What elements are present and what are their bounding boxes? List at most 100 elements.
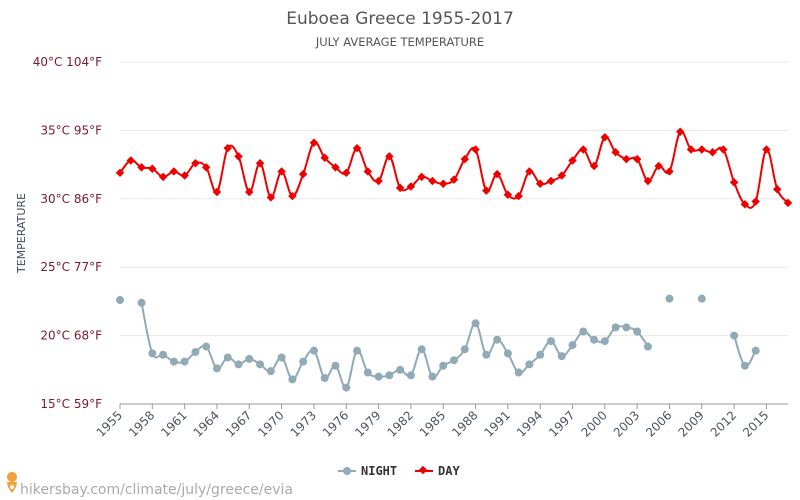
data-point[interactable] <box>115 168 125 178</box>
data-point[interactable] <box>632 154 642 164</box>
data-point[interactable] <box>611 323 620 332</box>
data-point[interactable] <box>450 356 458 365</box>
data-point[interactable] <box>439 361 448 370</box>
data-point[interactable] <box>579 327 588 336</box>
data-point[interactable] <box>352 143 362 153</box>
data-point[interactable] <box>266 193 276 202</box>
data-point[interactable] <box>449 175 459 184</box>
data-point[interactable] <box>772 184 782 194</box>
data-point[interactable] <box>740 361 749 370</box>
data-point[interactable] <box>396 365 405 374</box>
data-point[interactable] <box>622 154 631 164</box>
data-point[interactable] <box>600 132 610 142</box>
data-point[interactable] <box>148 164 157 173</box>
legend-item-night[interactable]: NIGHT <box>338 464 397 478</box>
data-point[interactable] <box>417 172 426 182</box>
data-point[interactable] <box>212 187 222 197</box>
data-point[interactable] <box>255 158 265 168</box>
data-point[interactable] <box>374 372 383 381</box>
data-point[interactable] <box>191 158 200 168</box>
data-point[interactable] <box>309 138 319 147</box>
data-point[interactable] <box>245 187 254 197</box>
data-point[interactable] <box>525 360 534 369</box>
data-point[interactable] <box>298 169 308 179</box>
data-point[interactable] <box>697 294 706 303</box>
data-point[interactable] <box>256 360 265 369</box>
data-point[interactable] <box>600 337 609 346</box>
data-point[interactable] <box>234 360 243 369</box>
data-point[interactable] <box>643 342 652 351</box>
data-point[interactable] <box>353 346 362 355</box>
data-point[interactable] <box>460 154 470 164</box>
data-point[interactable] <box>708 148 717 157</box>
data-point[interactable] <box>374 176 383 186</box>
data-point[interactable] <box>363 167 373 176</box>
data-point[interactable] <box>169 357 178 366</box>
data-point[interactable] <box>590 335 599 344</box>
data-point[interactable] <box>342 383 351 392</box>
data-point[interactable] <box>665 167 674 176</box>
data-point[interactable] <box>697 145 707 154</box>
data-point[interactable] <box>116 296 124 305</box>
data-point[interactable] <box>503 349 512 358</box>
data-point[interactable] <box>169 167 179 176</box>
data-point[interactable] <box>234 152 243 161</box>
legend-item-day[interactable]: DAY <box>415 464 460 478</box>
data-point[interactable] <box>438 179 448 188</box>
data-point[interactable] <box>245 354 254 363</box>
data-point[interactable] <box>622 323 631 332</box>
data-point[interactable] <box>277 167 286 176</box>
source-link[interactable]: hikersbay.com/climate/july/greece/evia <box>7 472 293 498</box>
data-point[interactable] <box>406 371 415 380</box>
data-point[interactable] <box>277 353 286 362</box>
data-point[interactable] <box>288 191 297 201</box>
data-point[interactable] <box>730 331 739 340</box>
data-point[interactable] <box>309 346 318 355</box>
data-point[interactable] <box>148 349 157 358</box>
data-point[interactable] <box>137 163 146 172</box>
data-point[interactable] <box>460 345 469 354</box>
data-point[interactable] <box>158 172 168 182</box>
data-point[interactable] <box>320 374 329 383</box>
data-point[interactable] <box>180 171 189 180</box>
data-point[interactable] <box>428 372 437 381</box>
data-point[interactable] <box>180 357 189 366</box>
data-point[interactable] <box>137 298 146 307</box>
data-point[interactable] <box>363 368 372 377</box>
data-point[interactable] <box>557 352 566 361</box>
data-point[interactable] <box>568 341 577 350</box>
data-point[interactable] <box>126 156 136 165</box>
data-point[interactable] <box>665 294 674 303</box>
data-point[interactable] <box>191 348 200 357</box>
data-point[interactable] <box>471 319 480 328</box>
data-point[interactable] <box>385 371 394 380</box>
data-point[interactable] <box>482 186 491 195</box>
data-point[interactable] <box>331 361 340 370</box>
data-point[interactable] <box>212 364 221 373</box>
data-point[interactable] <box>751 346 760 355</box>
data-point[interactable] <box>385 152 394 161</box>
data-point[interactable] <box>514 368 523 377</box>
data-point[interactable] <box>266 367 275 376</box>
data-point[interactable] <box>395 183 405 193</box>
data-point[interactable] <box>342 168 351 178</box>
data-point[interactable] <box>503 190 513 199</box>
data-point[interactable] <box>201 163 211 172</box>
data-point[interactable] <box>417 345 426 354</box>
data-point[interactable] <box>482 350 491 359</box>
data-point[interactable] <box>406 182 416 191</box>
data-point[interactable] <box>202 342 211 351</box>
data-point[interactable] <box>729 178 739 187</box>
data-point[interactable] <box>546 337 555 346</box>
data-point[interactable] <box>536 350 545 359</box>
data-point[interactable] <box>223 143 232 153</box>
data-point[interactable] <box>428 176 437 186</box>
data-point[interactable] <box>546 176 556 186</box>
data-point[interactable] <box>299 357 308 366</box>
data-point[interactable] <box>288 375 297 384</box>
data-point[interactable] <box>719 145 728 154</box>
data-point[interactable] <box>471 145 480 154</box>
data-point[interactable] <box>492 169 502 179</box>
data-point[interactable] <box>320 153 329 163</box>
data-point[interactable] <box>633 327 642 336</box>
